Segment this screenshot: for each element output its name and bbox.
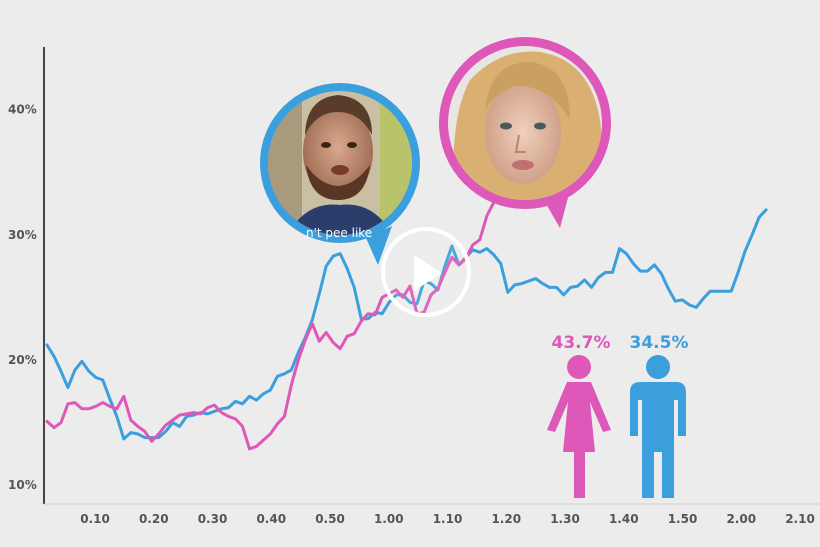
x-tick-label: 2.10 xyxy=(785,512,815,526)
x-tick-label: 1.50 xyxy=(668,512,698,526)
x-tick-label: 0.20 xyxy=(139,512,169,526)
x-tick-label: 1.00 xyxy=(374,512,404,526)
x-tick-label: 1.10 xyxy=(433,512,463,526)
x-tick-label: 0.40 xyxy=(256,512,286,526)
woman-portrait-bubble xyxy=(439,37,611,228)
blue-series-line xyxy=(45,208,768,441)
y-tick-label: 30% xyxy=(8,228,37,242)
x-tick-label: 0.30 xyxy=(198,512,228,526)
play-icon xyxy=(414,255,442,291)
play-button[interactable] xyxy=(381,227,471,317)
x-tick-label: 1.30 xyxy=(550,512,580,526)
x-tick-label: 0.10 xyxy=(80,512,110,526)
x-tick-label: 1.20 xyxy=(491,512,521,526)
x-tick-label: 0.50 xyxy=(315,512,345,526)
x-tick-label: 1.40 xyxy=(609,512,639,526)
y-tick-label: 10% xyxy=(8,478,37,492)
y-tick-labels: 10% 20% 30% 40% xyxy=(8,103,37,493)
male-percentage-label: 34.5% xyxy=(630,333,689,353)
y-tick-label: 40% xyxy=(8,103,37,117)
female-figure-icon xyxy=(547,355,611,498)
female-percentage-label: 43.7% xyxy=(552,333,611,353)
x-tick-label: 2.00 xyxy=(726,512,756,526)
x-tick-labels: 0.10 0.20 0.30 0.40 0.50 1.00 1.10 1.20 1.30 1.40… xyxy=(80,512,815,526)
y-tick-label: 20% xyxy=(8,353,37,367)
video-caption-text: n't pee like xyxy=(306,226,372,240)
male-figure-icon xyxy=(630,355,686,498)
